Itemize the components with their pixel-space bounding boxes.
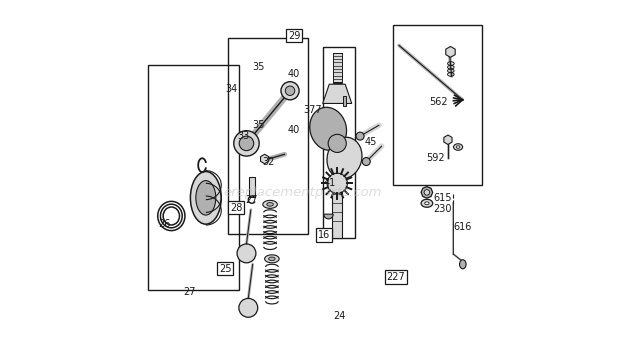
Text: 24: 24	[333, 311, 345, 321]
Circle shape	[327, 173, 347, 193]
Bar	[228, 38, 308, 234]
Ellipse shape	[459, 260, 466, 269]
Ellipse shape	[267, 203, 273, 206]
Text: 40: 40	[287, 125, 299, 135]
Ellipse shape	[425, 202, 429, 205]
Ellipse shape	[362, 158, 370, 166]
Text: 227: 227	[387, 272, 405, 282]
Text: 230: 230	[433, 204, 452, 214]
Text: 27: 27	[246, 195, 259, 205]
Text: 35: 35	[252, 120, 264, 130]
Bar	[332, 189, 342, 238]
Text: 16: 16	[318, 230, 330, 240]
Text: 25: 25	[219, 264, 232, 274]
Ellipse shape	[265, 255, 279, 263]
Text: 615: 615	[433, 193, 452, 203]
Text: 26: 26	[158, 219, 170, 229]
Circle shape	[234, 131, 259, 156]
Ellipse shape	[263, 200, 277, 208]
Text: 377: 377	[303, 105, 322, 115]
Bar	[322, 47, 355, 238]
Circle shape	[239, 298, 258, 317]
Text: 34: 34	[226, 84, 238, 94]
Ellipse shape	[190, 172, 221, 224]
Ellipse shape	[356, 132, 364, 140]
Ellipse shape	[456, 146, 460, 148]
Ellipse shape	[196, 180, 216, 215]
Bar	[249, 177, 255, 197]
Text: 35: 35	[252, 62, 264, 72]
Text: 41: 41	[324, 178, 335, 188]
Circle shape	[328, 134, 347, 152]
Ellipse shape	[310, 107, 347, 150]
Text: ereplacementparts.com: ereplacementparts.com	[223, 186, 382, 199]
Bar	[333, 53, 342, 83]
Wedge shape	[324, 214, 333, 219]
Circle shape	[281, 82, 299, 100]
Circle shape	[237, 244, 256, 263]
Circle shape	[285, 86, 294, 95]
Text: 32: 32	[263, 156, 275, 167]
Ellipse shape	[268, 257, 275, 261]
Ellipse shape	[421, 199, 433, 207]
Text: 40: 40	[287, 69, 299, 79]
Bar	[394, 25, 482, 185]
Bar	[343, 96, 345, 106]
Text: 28: 28	[230, 203, 242, 213]
Text: 45: 45	[365, 137, 377, 147]
Text: 562: 562	[429, 97, 448, 107]
Text: 592: 592	[426, 153, 445, 163]
Circle shape	[239, 136, 254, 151]
Text: 616: 616	[453, 222, 472, 232]
Bar	[148, 65, 239, 290]
Ellipse shape	[327, 137, 362, 179]
Text: 33: 33	[237, 131, 250, 141]
Ellipse shape	[454, 144, 463, 150]
Polygon shape	[322, 84, 352, 103]
Text: 29: 29	[288, 30, 300, 41]
Text: 27: 27	[184, 287, 196, 297]
